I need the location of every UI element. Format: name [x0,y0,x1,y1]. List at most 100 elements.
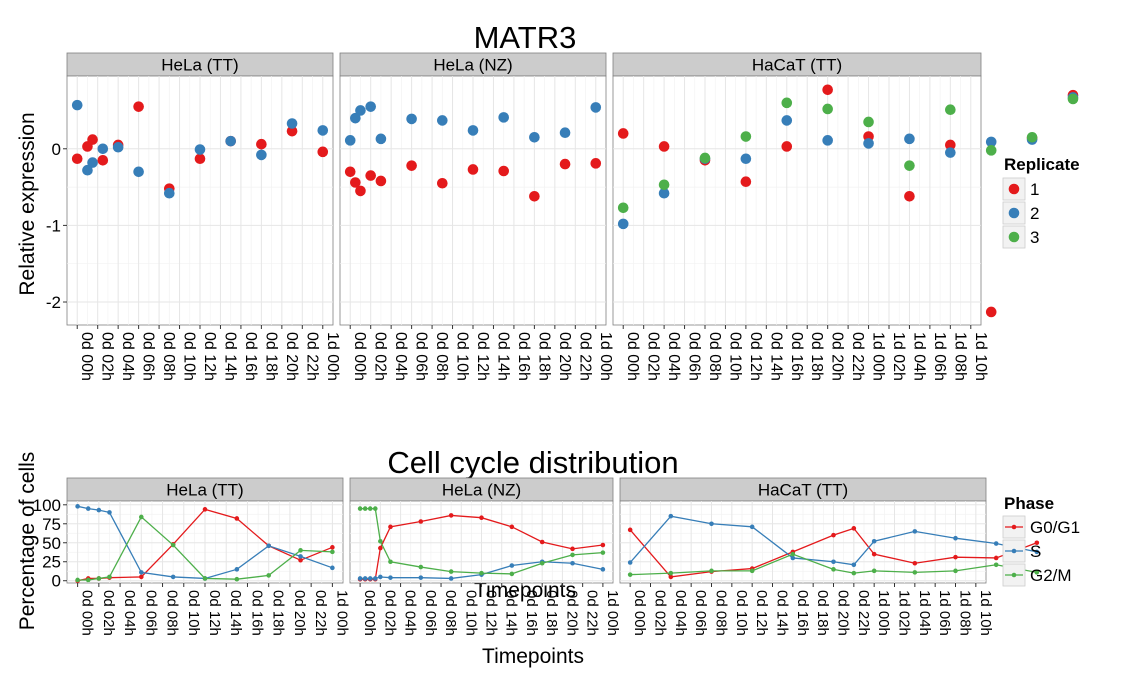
series-line [630,553,1037,576]
legend-point [1011,548,1017,554]
x-tick-label: 0d 06h [413,332,430,381]
data-point [418,575,424,580]
x-tick-label: 0d 04h [672,590,689,636]
x-tick-label: 0d 20h [556,332,573,381]
x-tick-label: 1d 00h [604,590,621,636]
legend-entry-1: 1 [1002,177,1039,201]
data-point [194,153,206,165]
legend-label: 2 [1030,204,1039,223]
data-point [418,519,424,524]
chart-0: HeLa (TT)0d 00h 0d 02h 0d 04h 0d 06h 0d 08h 0… [46,52,1079,381]
data-point [740,176,752,188]
data-point [871,538,877,544]
data-point [367,506,373,511]
x-tick-label: 0d 06h [422,590,439,636]
facet-label: HeLa (TT) [161,56,238,75]
data-point [317,146,329,158]
data-point [75,504,80,509]
legend-point [1011,524,1017,530]
data-point [234,516,240,521]
data-point [871,568,877,574]
data-point [570,552,575,558]
data-point [851,526,857,531]
data-point [912,560,918,566]
x-tick-label: 1d 00h [597,332,614,381]
data-point [617,128,629,139]
x-tick-label: 1d 00h [875,590,892,636]
series-1 [344,158,602,202]
data-point [749,524,755,530]
x-tick-label: 0d 02h [100,590,117,636]
data-point [658,141,670,152]
x-tick-label: 0d 16h [248,590,265,636]
x-tick-label: 0d 00h [79,590,96,636]
panel-hacat-tt: HaCaT (TT) 0d 00h 0d 02h 0d 04h 0d 06h 0d 08h… [619,477,1040,636]
data-point [375,175,387,187]
x-tick-label: 0d 10h [733,590,750,636]
x-tick-label: 0d 06h [686,332,703,381]
chart-title-cell-cycle: Cell cycle distribution [387,445,678,480]
x-tick-label: 0d 22h [576,332,593,381]
panel-hela-tt: HeLa (TT)0d 00h 0d 02h 0d 04h 0d 06h 0d 08h 0… [33,477,350,636]
x-tick-label: 1d 08h [951,332,968,381]
facet-label: HeLa (NZ) [433,56,512,75]
data-point [912,570,918,575]
data-point [234,576,240,582]
data-point [256,149,267,161]
x-tick-label: 0d 04h [665,332,682,381]
x-tick-label: 0d 18h [270,590,287,636]
data-point [330,545,335,550]
data-point [781,115,793,126]
y-tick-label: 100 [33,496,61,515]
x-tick-label: 0d 06h [692,590,709,636]
x-tick-label: 0d 08h [160,332,177,381]
data-point [953,554,958,560]
x-tick-label: 0d 22h [303,332,320,381]
panel-hela-tt: HeLa (TT)0d 00h 0d 02h 0d 04h 0d 06h 0d 08h 0… [46,52,341,381]
data-point [139,574,144,580]
data-point [1034,570,1040,575]
data-point [350,112,361,124]
data-point [362,576,368,581]
y-tick-label: 50 [42,534,61,553]
data-point [357,576,363,581]
x-tick-label: 0d 20h [835,590,852,636]
data-point [75,577,80,583]
data-point [437,177,448,189]
data-point [375,133,387,145]
series-g2-m [627,551,1040,577]
data-point [993,555,999,561]
panel-hela-nz: HeLa (NZ)0d 00h 0d 02h 0d 04h 0d 06h 0d 08h 0… [349,477,621,636]
legend-entry-g2-m: G2/M [1002,563,1072,587]
data-point [790,551,796,557]
data-point [286,118,298,129]
data-point [234,567,240,572]
x-tick-label: 0d 20h [829,332,846,381]
data-point [202,576,208,581]
legend-entry-3: 3 [1002,225,1039,249]
y-tick-label: -1 [46,216,61,235]
chart-title-matr3: MATR3 [474,20,577,55]
x-tick-label: 1d 10h [972,332,989,381]
data-point [71,153,83,165]
facet-label: HaCaT (TT) [752,56,842,75]
data-point [627,527,633,533]
x-tick-label: 0d 04h [121,590,138,636]
data-point [406,113,417,125]
data-point [388,575,393,580]
x-tick-label: 0d 16h [523,590,540,636]
data-point [378,574,383,580]
x-tick-label: 0d 14h [227,590,244,636]
data-point [266,543,271,549]
data-point [112,141,124,153]
data-point [448,576,454,581]
x-tick-label: 0d 06h [142,590,159,636]
data-point [170,542,176,548]
data-point [851,562,857,568]
x-tick-label: 0d 02h [372,332,389,381]
data-point [344,135,356,146]
data-point [953,535,958,541]
x-tick-label: 0d 12h [747,332,764,381]
data-point [570,560,575,566]
